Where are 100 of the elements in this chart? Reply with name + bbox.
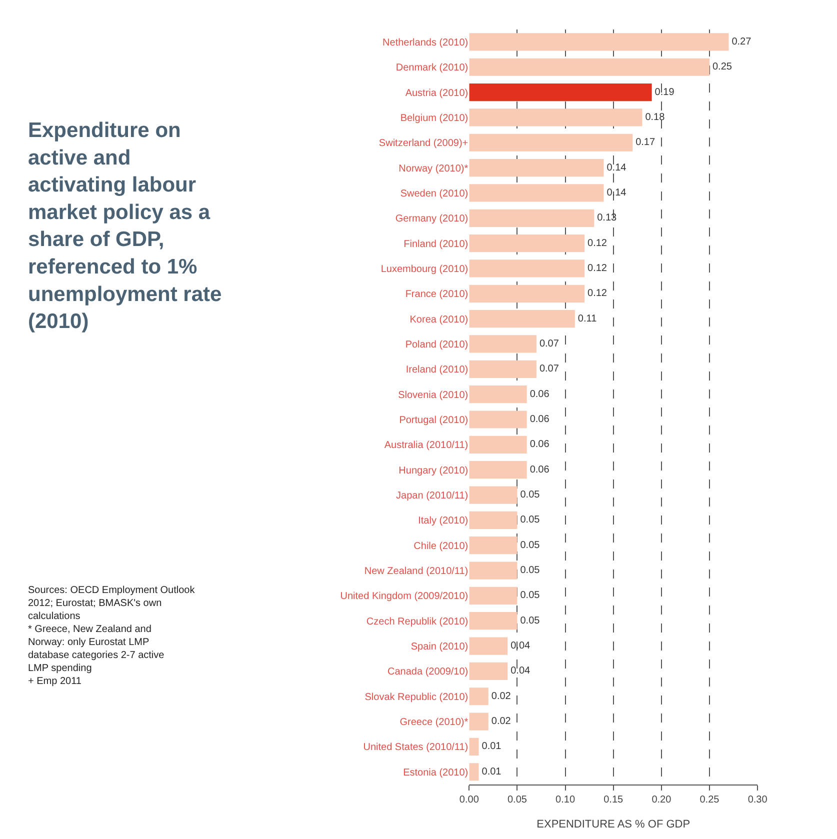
x-tick-label: 0.30	[748, 794, 768, 806]
data-label: 0.27	[732, 36, 752, 48]
bar	[469, 33, 729, 51]
y-tick-label: Austria (2010)	[405, 88, 468, 99]
y-tick-label: Australia (2010/11)	[384, 440, 468, 452]
y-tick-label: France (2010)	[405, 289, 468, 300]
bar	[469, 536, 518, 554]
y-tick-label: Germany (2010)	[395, 214, 468, 225]
bar	[469, 612, 518, 630]
data-label: 0.05	[520, 540, 540, 551]
data-label: 0.12	[588, 238, 608, 249]
data-label: 0.05	[520, 490, 540, 501]
bar	[469, 511, 518, 529]
y-tick-label: Luxembourg (2010)	[380, 264, 468, 275]
data-label: 0.25	[712, 62, 732, 73]
bar	[469, 83, 652, 102]
data-label: 0.18	[645, 112, 666, 123]
bar	[469, 184, 604, 202]
data-label: 0.12	[588, 262, 608, 274]
y-tick-label: Korea (2010)	[410, 314, 468, 326]
y-tick-label: Ireland (2010)	[406, 364, 468, 376]
data-label: 0.07	[539, 338, 560, 350]
x-tick-label: 0.00	[459, 794, 480, 806]
data-label: 0.04	[510, 666, 531, 677]
bar	[469, 158, 604, 177]
bar	[469, 234, 585, 252]
data-label: 0.05	[520, 590, 540, 602]
bar	[469, 662, 508, 680]
source-note: Sources: OECD Employment Outlook 2012; Eurostat; BMASK's own calculations	[28, 585, 196, 622]
bar	[469, 58, 710, 76]
data-label: 0.01	[482, 741, 502, 752]
y-tick-label: Czech Republik (2010)	[366, 616, 468, 628]
y-tick-label: Hungary (2010)	[398, 465, 468, 476]
y-tick-label: Spain (2010)	[410, 642, 468, 653]
bar	[469, 586, 518, 604]
data-label: 0.06	[530, 464, 550, 476]
y-tick-label: Greece (2010)*	[400, 717, 468, 728]
y-tick-label: Poland (2010)	[405, 339, 468, 350]
bar	[469, 260, 585, 278]
data-label: 0.02	[491, 690, 512, 702]
y-tick-label: Canada (2009/10)	[388, 666, 468, 678]
data-label: 0.05	[520, 565, 540, 576]
bar	[469, 738, 479, 756]
data-label: 0.11	[578, 313, 598, 324]
y-tick-label: Estonia (2010)	[403, 767, 468, 778]
y-tick-label: Belgium (2010)	[400, 112, 468, 124]
x-tick-label: 0.05	[507, 794, 528, 806]
y-tick-label: United States (2010/11)	[363, 742, 468, 754]
data-label: 0.12	[588, 288, 608, 300]
data-label: 0.14	[606, 187, 627, 198]
y-tick-label: Switzerland (2009)+	[378, 138, 468, 150]
data-label: 0.02	[491, 716, 512, 728]
y-tick-label: Slovak Republic (2010)	[364, 692, 468, 703]
data-label: 0.19	[654, 86, 675, 98]
x-tick-label: 0.15	[604, 794, 624, 806]
y-tick-label: Finland (2010)	[404, 238, 468, 250]
bar	[469, 712, 488, 730]
data-label: 0.17	[636, 137, 656, 148]
y-tick-label: Japan (2010/11)	[396, 490, 468, 502]
bar	[469, 335, 536, 353]
y-tick-label: Denmark (2010)	[396, 62, 468, 74]
y-tick-label: Italy (2010)	[418, 516, 468, 527]
data-label: 0.05	[520, 514, 540, 526]
y-tick-label: Chile (2010)	[414, 540, 468, 552]
text: Expenditure on active and activating labour market policy as a share of GDP, referenced to 1% unemployment rate (2010)	[28, 119, 222, 334]
data-label: 0.06	[530, 414, 550, 425]
bar	[469, 360, 536, 378]
data-label: 0.01	[482, 766, 502, 778]
y-tick-label: Portugal (2010)	[399, 414, 468, 426]
bar	[469, 284, 585, 302]
y-tick-label: Slovenia (2010)	[398, 390, 468, 401]
y-tick-label: Sweden (2010)	[400, 188, 468, 200]
y-tick-label: Netherlands (2010)	[382, 37, 468, 48]
data-label: 0.06	[530, 388, 550, 400]
data-label: 0.14	[606, 162, 627, 174]
bar	[469, 688, 488, 706]
x-tick-label: 0.25	[700, 794, 720, 806]
bar	[469, 436, 527, 454]
y-tick-label: Norway (2010)*	[398, 163, 468, 174]
bar	[469, 410, 527, 428]
data-label: 0.07	[539, 364, 560, 375]
bar	[469, 134, 633, 152]
bar	[469, 562, 518, 580]
bar	[469, 209, 594, 227]
x-tick-label: 0.20	[652, 794, 672, 806]
text: * Greece, New Zealand and Norway: only Eurostat LMP database categories 2-7 active LMP spending	[28, 624, 165, 674]
bar	[469, 486, 518, 504]
bar	[469, 637, 508, 655]
data-label: 0.05	[520, 615, 540, 626]
text: + Emp 2011	[28, 676, 82, 687]
data-label: 0.13	[597, 212, 618, 224]
y-tick-label: United Kingdom (2009/2010)	[340, 591, 468, 602]
bar	[469, 763, 479, 781]
bar	[469, 386, 527, 404]
bar	[469, 310, 575, 328]
bar	[469, 108, 642, 126]
data-label: 0.06	[530, 439, 550, 450]
x-axis-title: EXPENDITURE AS % OF GDP	[536, 818, 690, 831]
bar	[469, 461, 527, 479]
y-tick-label: New Zealand (2010/11)	[364, 566, 468, 578]
